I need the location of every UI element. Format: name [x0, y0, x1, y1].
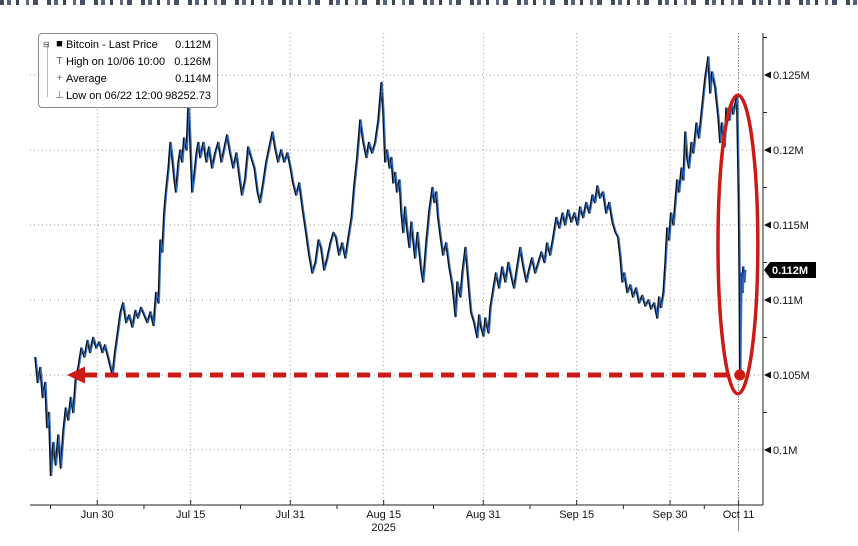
y-tick-label: 0.125M: [773, 70, 810, 82]
legend-value: 98252.73: [165, 89, 211, 102]
last-price-tag: [764, 262, 816, 278]
legend-value: 0.126M: [174, 55, 211, 68]
y-tick-arrow: [764, 221, 771, 229]
y-tick-arrow: [764, 371, 771, 379]
clipped-headline-strip: [0, 0, 858, 5]
last-price-tag-label: 0.112M: [772, 265, 808, 277]
y-tick-arrow: [764, 446, 771, 454]
x-tick-label: Sep 15: [559, 509, 594, 521]
legend-label: Average: [66, 72, 107, 85]
legend-row-average[interactable]: + Average 0.114M: [43, 70, 211, 87]
price-line-casing: [33, 55, 747, 477]
chart-legend: ⊟ ■ Bitcoin - Last Price 0.112M T High o…: [38, 33, 218, 108]
y-tick-label: 0.105M: [773, 370, 810, 382]
x-tick-label: Sep 30: [653, 509, 688, 521]
high-marker-icon: T: [56, 55, 63, 67]
x-tick-label: Oct 11: [723, 509, 755, 521]
y-tick-label: 0.12M: [773, 145, 804, 157]
y-tick-arrow: [764, 296, 771, 304]
legend-label: Low on 06/22 12:00: [66, 89, 163, 102]
y-tick-label: 0.11M: [773, 295, 803, 307]
average-marker-icon: +: [56, 72, 63, 84]
x-tick-label: Jul 31: [276, 509, 305, 521]
legend-tree-rail: [47, 44, 48, 97]
legend-row-last-price[interactable]: ⊟ ■ Bitcoin - Last Price 0.112M: [43, 36, 211, 53]
price-line-black: [34, 56, 746, 477]
low-marker-icon: ⊥: [55, 89, 64, 101]
legend-label: Bitcoin - Last Price: [66, 38, 158, 51]
x-tick-label: Jul 15: [176, 509, 205, 521]
x-tick-label: Jun 30: [81, 509, 114, 521]
y-tick-label: 0.1M: [773, 445, 797, 457]
left-arrowhead: [66, 366, 85, 384]
legend-value: 0.112M: [175, 38, 211, 51]
last-price-square-icon: ■: [56, 38, 63, 50]
crash-low-dot: [734, 369, 746, 381]
x-tick-label: Aug 31: [466, 509, 501, 521]
legend-label: High on 10/06 10:00: [66, 55, 166, 68]
legend-row-high[interactable]: T High on 10/06 10:00 0.126M: [43, 53, 211, 70]
y-tick-label: 0.115M: [773, 220, 809, 232]
year-label: 2025: [371, 522, 395, 534]
y-tick-arrow: [764, 146, 771, 154]
legend-row-low[interactable]: ⊥ Low on 06/22 12:00 98252.73: [43, 87, 211, 104]
tree-expander-icon[interactable]: ⊟: [43, 39, 50, 49]
crash-highlight-ellipse: [716, 93, 760, 396]
y-tick-arrow: [764, 71, 771, 79]
price-line-blue: [35, 56, 747, 477]
x-tick-label: Aug 15: [366, 509, 401, 521]
legend-value: 0.114M: [175, 72, 211, 85]
